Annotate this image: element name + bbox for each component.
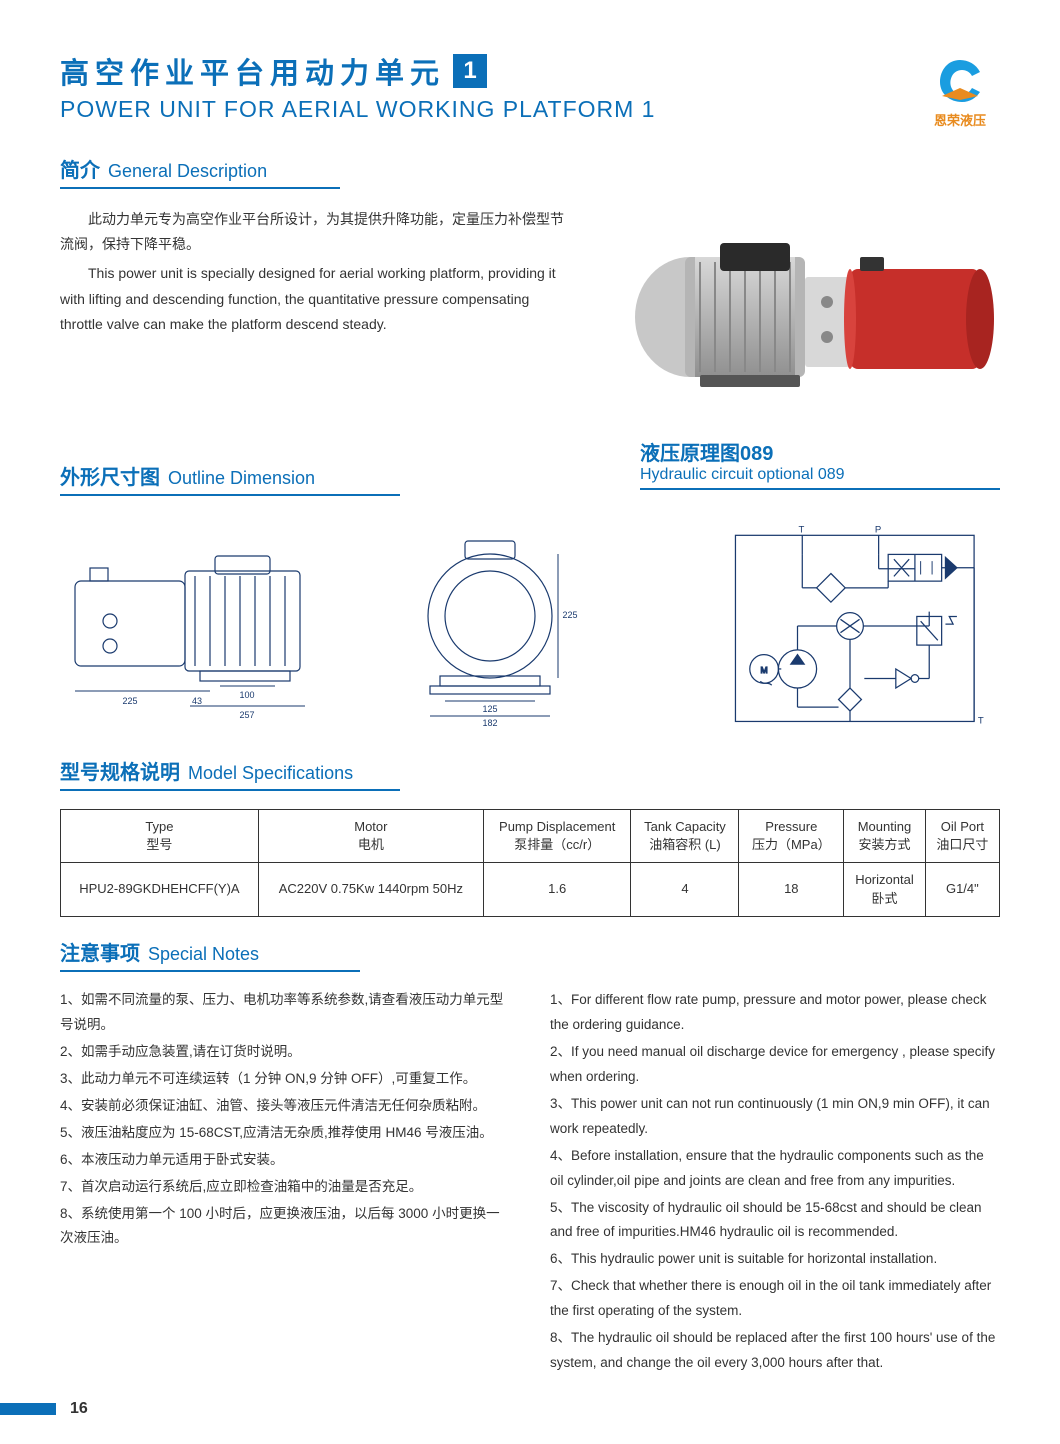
section-circuit-cn: 液压原理图089 <box>640 443 773 465</box>
section-circuit-en: Hydraulic circuit optional 089 <box>640 466 845 483</box>
page-number: 16 <box>70 1400 88 1418</box>
dim-225: 225 <box>122 696 137 706</box>
section-circuit-heading: 液压原理图089 Hydraulic circuit optional 089 <box>640 437 1000 490</box>
dim-125: 125 <box>482 704 497 714</box>
description-en: This power unit is specially designed fo… <box>60 261 570 337</box>
note-en-2: 2、If you need manual oil discharge devic… <box>550 1040 1000 1090</box>
th-type: Type型号 <box>61 810 259 863</box>
section-general-cn: 简介 <box>60 154 100 183</box>
dim-182: 182 <box>482 718 497 726</box>
table-header-row: Type型号 Motor电机 Pump Displacement泵排量（cc/r… <box>61 810 1000 863</box>
section-outline-heading: 外形尺寸图 Outline Dimension <box>60 461 400 496</box>
th-oilport: Oil Port油口尺寸 <box>925 810 999 863</box>
section-model-cn: 型号规格说明 <box>60 756 180 785</box>
table-row: HPU2-89GKDHEHCFF(Y)A AC220V 0.75Kw 1440r… <box>61 863 1000 916</box>
note-cn-1: 1、如需不同流量的泵、压力、电机功率等系统参数,请查看液压动力单元型号说明。 <box>60 988 510 1038</box>
notes-cn-column: 1、如需不同流量的泵、压力、电机功率等系统参数,请查看液压动力单元型号说明。 2… <box>60 988 510 1379</box>
description-cn: 此动力单元专为高空作业平台所设计，为其提供升降功能，定量压力补偿型节流阀，保持下… <box>60 207 570 257</box>
outline-side-view: 225 43 100 257 <box>60 526 360 726</box>
note-en-4: 4、Before installation, ensure that the h… <box>550 1144 1000 1194</box>
section-outline-cn: 外形尺寸图 <box>60 461 160 490</box>
page-footer: 16 <box>0 1400 88 1418</box>
td-mounting: Horizontal卧式 <box>844 863 926 916</box>
circuit-t1: T <box>798 524 804 535</box>
section-notes-en: Special Notes <box>148 944 259 965</box>
note-cn-5: 5、液压油粘度应为 15-68CST,应清洁无杂质,推荐使用 HM46 号液压油… <box>60 1121 510 1146</box>
logo-text: 恩荣液压 <box>934 110 986 129</box>
section-general-en: General Description <box>108 161 267 182</box>
note-cn-7: 7、首次启动运行系统后,应立即检查油箱中的油量是否充足。 <box>60 1175 510 1200</box>
td-type: HPU2-89GKDHEHCFF(Y)A <box>61 863 259 916</box>
logo-icon <box>932 52 988 108</box>
title-number-badge: 1 <box>453 54 487 88</box>
description-text: 此动力单元专为高空作业平台所设计，为其提供升降功能，定量压力补偿型节流阀，保持下… <box>60 207 570 407</box>
section-model-en: Model Specifications <box>188 763 353 784</box>
circuit-t2: T <box>978 715 984 726</box>
note-en-7: 7、Check that whether there is enough oil… <box>550 1274 1000 1324</box>
title-cn: 高空作业平台用动力单元 1 <box>60 50 920 92</box>
dim-100: 100 <box>239 690 254 700</box>
dim-257: 257 <box>239 710 254 720</box>
notes-en-column: 1、For different flow rate pump, pressure… <box>550 988 1000 1379</box>
outline-front-view: 225 125 182 <box>380 526 600 726</box>
spec-table: Type型号 Motor电机 Pump Displacement泵排量（cc/r… <box>60 809 1000 917</box>
title-cn-text: 高空作业平台用动力单元 <box>60 50 445 92</box>
title-en: POWER UNIT FOR AERIAL WORKING PLATFORM 1 <box>60 96 920 123</box>
th-motor: Motor电机 <box>258 810 483 863</box>
section-model-heading: 型号规格说明 Model Specifications <box>60 756 400 791</box>
note-en-8: 8、The hydraulic oil should be replaced a… <box>550 1326 1000 1376</box>
section-general-heading: 简介 General Description <box>60 154 340 189</box>
note-en-5: 5、The viscosity of hydraulic oil should … <box>550 1196 1000 1246</box>
footer-accent-bar <box>0 1403 56 1415</box>
th-mounting: Mounting安装方式 <box>844 810 926 863</box>
td-pump: 1.6 <box>483 863 631 916</box>
note-cn-3: 3、此动力单元不可连续运转（1 分钟 ON,9 分钟 OFF）,可重复工作。 <box>60 1067 510 1092</box>
product-photo <box>600 207 1000 407</box>
section-outline-en: Outline Dimension <box>168 468 315 489</box>
th-pump: Pump Displacement泵排量（cc/r） <box>483 810 631 863</box>
page-title-block: 高空作业平台用动力单元 1 POWER UNIT FOR AERIAL WORK… <box>60 50 920 123</box>
note-cn-6: 6、本液压动力单元适用于卧式安装。 <box>60 1148 510 1173</box>
note-cn-8: 8、系统使用第一个 100 小时后，应更换液压油，以后每 3000 小时更换一次… <box>60 1202 510 1252</box>
td-motor: AC220V 0.75Kw 1440rpm 50Hz <box>258 863 483 916</box>
section-notes-heading: 注意事项 Special Notes <box>60 937 360 972</box>
th-pressure: Pressure压力（MPa） <box>739 810 844 863</box>
dim-f225: 225 <box>562 610 577 620</box>
dim-43: 43 <box>192 696 202 706</box>
td-tank: 4 <box>631 863 739 916</box>
td-pressure: 18 <box>739 863 844 916</box>
brand-logo: 恩荣液压 <box>920 50 1000 130</box>
note-en-1: 1、For different flow rate pump, pressure… <box>550 988 1000 1038</box>
th-tank: Tank Capacity油箱容积 (L) <box>631 810 739 863</box>
hydraulic-circuit-diagram: M <box>700 526 1000 726</box>
note-cn-2: 2、如需手动应急装置,请在订货时说明。 <box>60 1040 510 1065</box>
note-cn-4: 4、安装前必须保证油缸、油管、接头等液压元件清洁无任何杂质粘附。 <box>60 1094 510 1119</box>
note-en-3: 3、This power unit can not run continuous… <box>550 1092 1000 1142</box>
circuit-m: M <box>761 665 768 675</box>
note-en-6: 6、This hydraulic power unit is suitable … <box>550 1247 1000 1272</box>
section-notes-cn: 注意事项 <box>60 937 140 966</box>
circuit-p: P <box>875 524 881 535</box>
td-oilport: G1/4" <box>925 863 999 916</box>
